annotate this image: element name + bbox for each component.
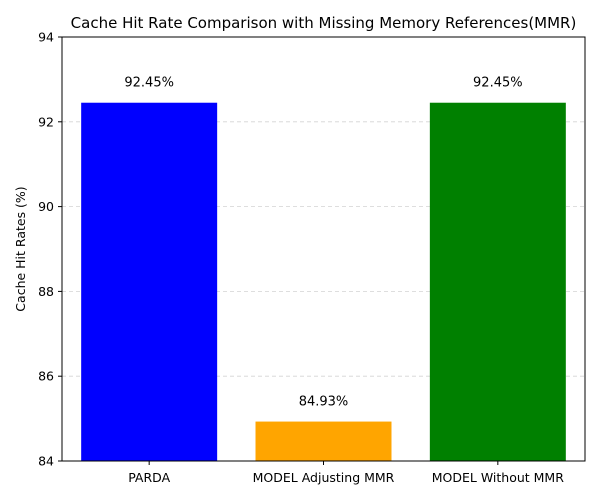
y-tick-label: 84	[38, 454, 54, 469]
x-tick-label: MODEL Without MMR	[432, 470, 564, 485]
chart-title: Cache Hit Rate Comparison with Missing M…	[71, 14, 577, 32]
y-tick-label: 92	[38, 114, 54, 129]
bar-data-label: 92.45%	[124, 76, 174, 91]
data-labels: 92.45% 84.93% 92.45%	[124, 76, 522, 410]
bar	[429, 102, 566, 461]
y-tick-label: 90	[38, 199, 54, 214]
bar	[81, 102, 218, 461]
bar	[255, 421, 392, 461]
y-tick-label: 94	[38, 30, 54, 45]
bar-data-label: 84.93%	[299, 395, 349, 410]
axis-ticks: 84 86 88 90 92 94 PARDA MODEL Adjusting MMR MODE…	[38, 30, 564, 486]
x-tick-label: PARDA	[128, 470, 170, 485]
x-tick-label: MODEL Adjusting MMR	[253, 470, 395, 485]
y-axis-label: Cache Hit Rates (%)	[13, 186, 28, 311]
bar-data-label: 92.45%	[473, 76, 523, 91]
bars	[81, 102, 566, 461]
y-tick-label: 88	[38, 284, 54, 299]
y-tick-label: 86	[38, 369, 54, 384]
